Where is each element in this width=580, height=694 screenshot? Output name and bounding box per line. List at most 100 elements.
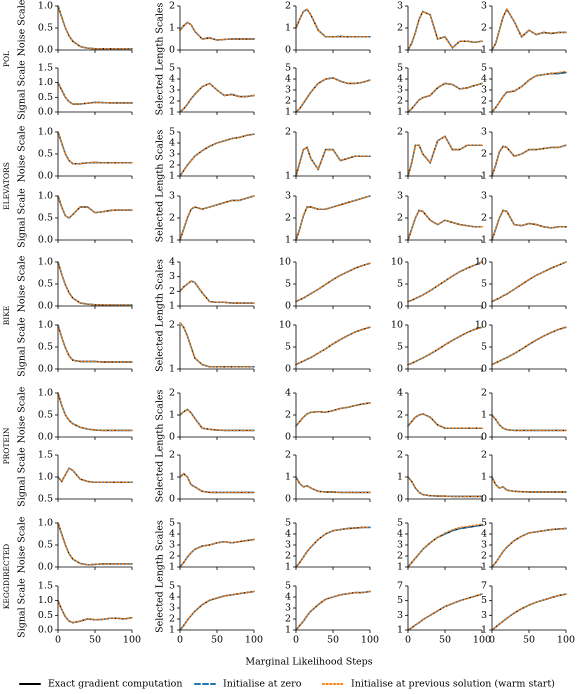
y-tick-label: 0	[397, 494, 403, 505]
series-line	[407, 476, 483, 498]
y-tick-label: 3	[481, 127, 487, 138]
y-tick-label: 2	[397, 23, 403, 34]
y-tick-label: 2	[285, 127, 291, 138]
y-tick-label: 1	[481, 171, 487, 182]
series-line	[57, 81, 133, 105]
y-tick-label: 0	[285, 301, 291, 312]
series-line	[407, 413, 483, 429]
y-tick-label: 0	[285, 494, 291, 505]
y-tick-label: 5	[397, 518, 403, 529]
y-tick-label: 1	[285, 171, 291, 182]
series-line	[295, 195, 371, 241]
series-line	[407, 209, 483, 241]
y-axis-label: Signal Scale	[17, 60, 28, 120]
y-tick-label: 1	[481, 625, 487, 636]
x-tick-label: 0	[177, 635, 183, 646]
y-tick-label: 1	[285, 235, 291, 246]
y-tick-label: 2	[285, 614, 291, 625]
y-tick-label: 2	[481, 96, 487, 107]
y-tick-label: 1	[285, 107, 291, 118]
y-tick-label: 0	[169, 432, 175, 443]
series-line	[57, 522, 133, 566]
series-line	[57, 195, 133, 219]
y-tick-label: 5	[481, 342, 487, 353]
y-tick-label: 0.5	[38, 610, 53, 621]
y-tick-label: 1	[169, 171, 175, 182]
y-tick-label: 1	[481, 410, 487, 421]
y-tick-label: 1	[397, 171, 403, 182]
y-tick-label: 5	[481, 279, 487, 290]
axis-spine	[179, 6, 254, 51]
axis-spine	[179, 132, 254, 177]
series-line	[57, 392, 133, 432]
y-tick-label: 4	[397, 388, 403, 399]
series-line	[57, 467, 133, 483]
axis-spine	[407, 6, 482, 51]
y-tick-label: 4	[169, 74, 175, 85]
series-line	[407, 413, 483, 429]
series-line	[295, 326, 371, 366]
y-tick-label: 5	[397, 342, 403, 353]
y-tick-label: 0	[397, 364, 403, 375]
axis-spine	[491, 68, 566, 113]
x-tick-label: 100	[361, 635, 379, 646]
axis-spine	[57, 586, 132, 631]
y-tick-label: 1	[285, 472, 291, 483]
y-tick-label: 3	[397, 85, 403, 96]
series-line	[179, 322, 255, 368]
y-tick-label: 4	[481, 529, 487, 540]
y-axis-label: Signal Scale	[17, 447, 28, 507]
y-tick-label: 1	[169, 472, 175, 483]
axis-spine	[491, 262, 566, 307]
axis-spine	[295, 393, 370, 438]
series-line	[57, 392, 133, 432]
y-tick-label: 3	[169, 603, 175, 614]
series-line	[407, 413, 483, 429]
axis-spine	[407, 132, 482, 177]
y-tick-label: 4	[169, 138, 175, 149]
y-tick-label: 2	[169, 96, 175, 107]
y-tick-label: 1.0	[38, 77, 53, 88]
y-tick-label: 2	[285, 450, 291, 461]
y-tick-label: 3	[481, 191, 487, 202]
series-line	[407, 261, 483, 303]
y-tick-label: 1	[169, 562, 175, 573]
y-axis-label: Noise Scale	[17, 0, 28, 56]
y-tick-label: 5	[169, 581, 175, 592]
series-line	[407, 523, 483, 568]
y-tick-label: 0	[169, 494, 175, 505]
x-tick-label: 50	[523, 635, 535, 646]
series-line	[407, 261, 483, 303]
series-line	[407, 10, 483, 51]
y-tick-label: 1.0	[38, 127, 53, 138]
x-tick-label: 100	[123, 635, 141, 646]
axis-spine	[179, 262, 254, 307]
y-tick-label: 0.0	[38, 171, 53, 182]
y-tick-label: 0.5	[38, 540, 53, 551]
series-line	[179, 133, 255, 177]
series-line	[295, 476, 371, 494]
series-line	[179, 280, 255, 304]
series-line	[179, 408, 255, 432]
y-tick-label: 0.0	[38, 432, 53, 443]
x-tick-label: 50	[327, 635, 339, 646]
series-line	[407, 82, 483, 113]
y-axis-label: Signal Scale	[17, 578, 28, 638]
series-line	[179, 82, 255, 113]
series-line	[491, 593, 567, 631]
y-tick-label: 2	[169, 388, 175, 399]
y-axis-label: Noise Scale	[17, 255, 28, 312]
y-tick-label: 5	[169, 127, 175, 138]
axis-spine	[295, 68, 370, 113]
y-tick-label: 1	[481, 45, 487, 56]
y-tick-label: 0	[481, 494, 487, 505]
axis-spine	[57, 68, 132, 113]
axis-spine	[491, 196, 566, 241]
y-tick-label: 10	[279, 257, 291, 268]
x-axis-label: Marginal Likelihood Steps	[245, 657, 372, 668]
y-tick-label: 5	[397, 279, 403, 290]
dataset-label: PROTEIN	[2, 427, 11, 464]
y-tick-label: 3	[285, 540, 291, 551]
axis-spine	[57, 132, 132, 177]
series-line	[295, 262, 371, 303]
